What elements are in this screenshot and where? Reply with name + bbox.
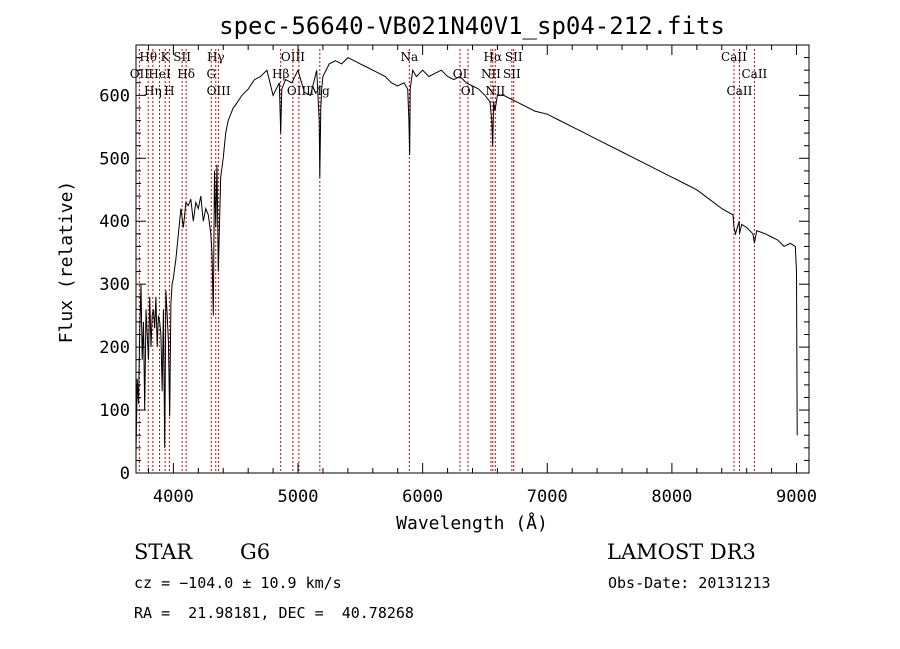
x-tick-label: 5000 [278, 487, 319, 507]
marker-label: SII [173, 50, 191, 64]
y-axis-label: Flux (relative) [56, 181, 77, 344]
marker-label: OIII [287, 84, 311, 98]
x-tick-label: 7000 [527, 487, 568, 507]
marker-label: CaII [721, 50, 747, 64]
axis-tick-labels: 4000 5000 6000 7000 8000 9000 0 100 200 300 400 500… [99, 86, 817, 507]
marker-label: Na [400, 50, 418, 64]
emission-line-labels: Hθ OII Hη K HeI H SII Hδ OIII Hγ G OIII OIII Hβ Mg Na OI… [130, 50, 768, 98]
y-tick-label: 100 [99, 401, 130, 421]
plot-frame [135, 44, 810, 474]
marker-label: Hθ [139, 50, 157, 64]
x-tick-label: 6000 [402, 487, 443, 507]
object-class: STAR [134, 540, 193, 564]
marker-label: SII [505, 50, 523, 64]
y-tick-label: 400 [99, 212, 130, 232]
x-tick-label: 4000 [153, 487, 194, 507]
marker-label: Hδ [177, 67, 195, 81]
chart-title: spec-56640-VB021N40V1_sp04-212.fits [219, 12, 725, 40]
marker-label: NII [481, 67, 501, 81]
marker-label: OIII [281, 50, 305, 64]
marker-label: CaII [741, 67, 767, 81]
survey-label: LAMOST DR3 [607, 540, 756, 564]
marker-label: Hβ [272, 67, 289, 81]
marker-label: OII [130, 67, 150, 81]
x-axis-label: Wavelength (Å) [396, 512, 548, 534]
y-tick-label: 300 [99, 275, 130, 295]
marker-label: SII [503, 67, 521, 81]
marker-label: Hγ [207, 50, 225, 64]
x-tick-label: 8000 [651, 487, 692, 507]
marker-label: CaII [727, 84, 753, 98]
spectrum-line [135, 56, 798, 455]
marker-label: OI [461, 84, 476, 98]
y-tick-label: 200 [99, 338, 130, 358]
y-tick-label: 500 [99, 149, 130, 169]
marker-label: OI [453, 67, 468, 81]
obs-date: Obs-Date: 20131213 [608, 574, 771, 592]
marker-label: Hη [144, 84, 162, 98]
marker-label: NII [485, 84, 505, 98]
emission-line-markers [138, 49, 755, 473]
object-subclass: G6 [240, 540, 271, 564]
marker-label: Mg [310, 84, 330, 98]
marker-label: Hα [484, 50, 503, 64]
marker-label: G [206, 67, 216, 81]
marker-label: H [164, 84, 174, 98]
y-tick-label: 600 [99, 86, 130, 106]
x-tick-label: 9000 [776, 487, 817, 507]
marker-label: HeI [148, 67, 171, 81]
coordinates-readout: RA = 21.98181, DEC = 40.78268 [134, 604, 414, 622]
redshift-readout: cz = −104.0 ± 10.9 km/s [134, 574, 342, 592]
marker-label: K [161, 50, 171, 64]
axis-ticks [136, 45, 809, 474]
y-tick-label: 0 [120, 464, 130, 484]
marker-label: OIII [207, 84, 231, 98]
